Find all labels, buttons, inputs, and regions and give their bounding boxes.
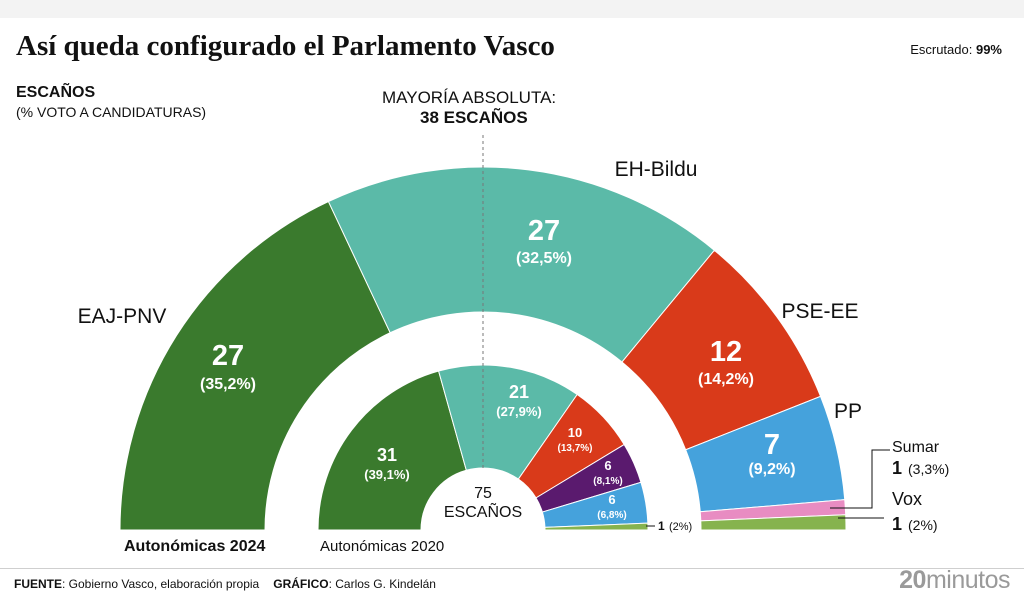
pct-label-2020-vox: (2%) [669,521,692,533]
brand-logo: 20minutos [899,566,1010,594]
source-text: : Gobierno Vasco, elaboración propia [62,577,260,591]
sumar-leader-line [830,449,890,509]
party-label-vox: Vox [892,489,922,509]
chart-title: Así queda configurado el Parlamento Vasc… [16,30,555,62]
party-label-eh-bildu: EH-Bildu [615,158,698,181]
seats-label-2024-eaj-pnv: 27 [212,340,244,372]
party-label-pse-ee: PSE-EE [781,300,858,323]
seats-label-2020-eaj-pnv: 31 [377,445,397,465]
pct-label-2020-pse-ee: (13,7%) [557,443,592,454]
pct-label-2020-pp: (6,8%) [597,510,626,521]
majority-seats: 38 ESCAÑOS [420,108,528,127]
seats-label-2024-eh-bildu: 27 [528,215,560,247]
seats-label-2024-vox: 1 [892,514,902,534]
party-label-sumar: Sumar [892,439,940,456]
pct-label-2024-pp: (9,2%) [748,461,795,478]
seats-label-2024-pp: 7 [764,429,780,461]
seats-label-2020-pse-ee: 10 [568,425,582,440]
seats-label-2024-sumar: 1 [892,458,902,478]
seats-label-2020-pp: 6 [608,492,615,507]
scrutiny-value: 99% [975,42,1002,57]
seat-arc-2024-vox [700,514,847,531]
seats-label-2024-pse-ee: 12 [710,336,742,368]
seat-arc-2020-eh-bildu [438,364,578,480]
scrutiny-status: Escrutado: 99% [910,42,1002,57]
pct-label-2020-eh-bildu: (27,9%) [496,404,542,419]
ring-label-2020: Autonómicas 2020 [320,538,444,555]
source-label: FUENTE [14,577,62,591]
pct-label-2024-pse-ee: (14,2%) [698,371,754,388]
pct-label-2024-sumar: (3,3%) [908,461,949,477]
scrutiny-label: Escrutado: [910,42,973,57]
graphic-label: GRÁFICO [273,577,329,591]
party-label-pp: PP [834,400,862,423]
seat-arc-2024-eh-bildu [327,166,716,363]
graphic-text: : Carlos G. Kindelán [328,577,436,591]
pct-label-2024-eh-bildu: (32,5%) [516,250,572,267]
subtitle-vote-pct: (% VOTO A CANDIDATURAS) [16,104,207,120]
pct-label-2020-eaj-pnv: (39,1%) [364,467,410,482]
center-seats-number: 75 [474,485,492,502]
center-seats-label: ESCAÑOS [444,501,522,521]
seat-arc-2020-vox [544,522,649,531]
subtitle-seats: ESCAÑOS [16,84,96,101]
footer-credits: FUENTE: Gobierno Vasco, elaboración prop… [14,577,436,591]
party-label-eaj-pnv: EAJ-PNV [78,305,167,328]
pct-label-2020-podemos: (8,1%) [593,476,622,487]
seat-arc-2024-eaj-pnv [119,200,391,531]
seats-label-2020-podemos: 6 [604,458,611,473]
seats-label-2020-eh-bildu: 21 [509,382,529,402]
pct-label-2024-vox: (2%) [908,517,938,533]
seat-arc-2020-eaj-pnv [317,370,467,531]
footer-divider [0,568,1024,569]
ring-label-2024: Autonómicas 2024 [124,538,265,555]
majority-label: MAYORÍA ABSOLUTA: [382,88,557,107]
seats-label-2020-vox: 1 [658,519,665,533]
pct-label-2024-eaj-pnv: (35,2%) [200,376,256,393]
